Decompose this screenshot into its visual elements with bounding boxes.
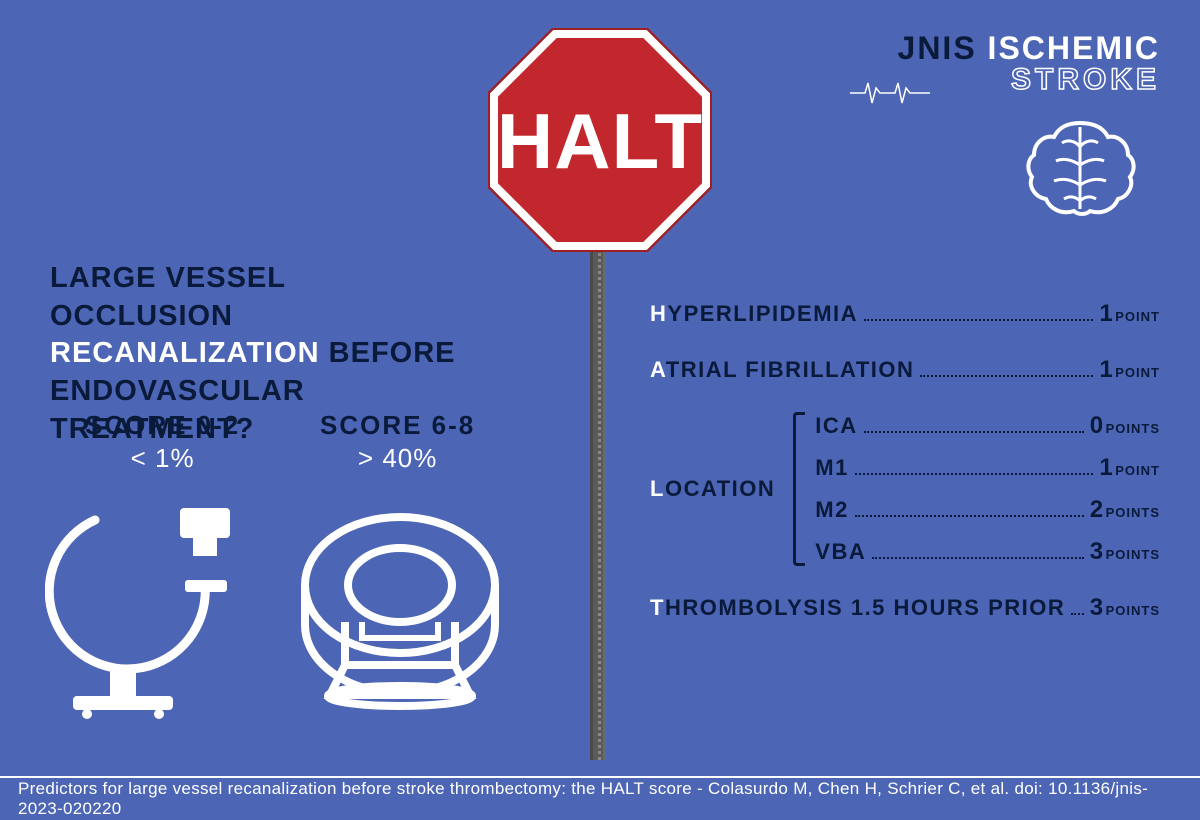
location-row: VBA 3POINTS xyxy=(815,538,1160,566)
c-arm-icon xyxy=(45,490,245,720)
halt-stop-sign: HALT xyxy=(480,20,720,260)
location-row: M1 1POINT xyxy=(815,454,1160,482)
score-high: SCORE 6-8 > 40% xyxy=(320,410,475,474)
sign-pole xyxy=(590,240,606,760)
ct-scanner-icon xyxy=(290,510,510,720)
citation-footer: Predictors for large vessel recanalizati… xyxy=(0,776,1200,820)
location-row: M2 2POINTS xyxy=(815,496,1160,524)
criteria-row: HYPERLIPIDEMIA 1POINT xyxy=(650,300,1160,328)
ekg-icon xyxy=(850,78,930,108)
criteria-row: ATRIAL FIBRILLATION 1POINT xyxy=(650,356,1160,384)
brain-icon xyxy=(1020,115,1140,220)
journal-logo: JNIS ISCHEMIC STROKE xyxy=(898,30,1160,97)
score-low: SCORE 0-2 < 1% xyxy=(85,410,240,474)
location-row: ICA 0POINTS xyxy=(815,412,1160,440)
location-group: LOCATION ICA 0POINTS M1 1POINT M2 2POINT… xyxy=(650,412,1160,566)
criteria-table: HYPERLIPIDEMIA 1POINT ATRIAL FIBRILLATIO… xyxy=(650,300,1160,650)
logo-text-bottom: STROKE xyxy=(898,63,1160,97)
svg-text:HALT: HALT xyxy=(497,97,703,185)
criteria-row: THROMBOLYSIS 1.5 HOURS PRIOR 3POINTS xyxy=(650,594,1160,622)
logo-text-top: JNIS ISCHEMIC xyxy=(898,30,1160,67)
